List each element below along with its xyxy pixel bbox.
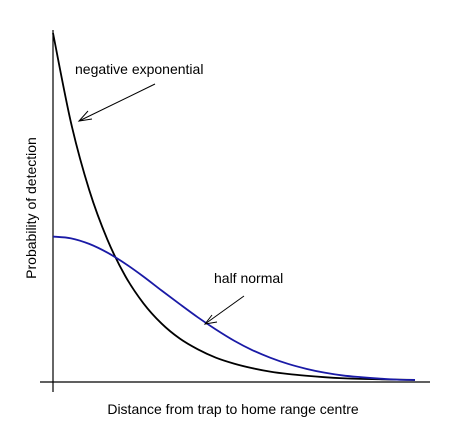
y-axis-label: Probability of detection: [23, 137, 39, 279]
x-axis-label: Distance from trap to home range centre: [107, 401, 359, 417]
annotation-arrow-negative-exponential: [78, 83, 156, 122]
series-line-half-normal: [52, 235, 416, 381]
series-line-negative-exponential: [52, 32, 416, 381]
annotation-arrowhead-negative-exponential: [77, 110, 93, 122]
series-layer: [52, 32, 416, 381]
annotation-arrow-half-normal: [204, 295, 245, 325]
annotation-negative-exponential: negative exponential: [75, 61, 203, 77]
annotation-arrowhead-half-normal: [203, 314, 218, 325]
annotation-half-normal: half normal: [214, 270, 283, 286]
